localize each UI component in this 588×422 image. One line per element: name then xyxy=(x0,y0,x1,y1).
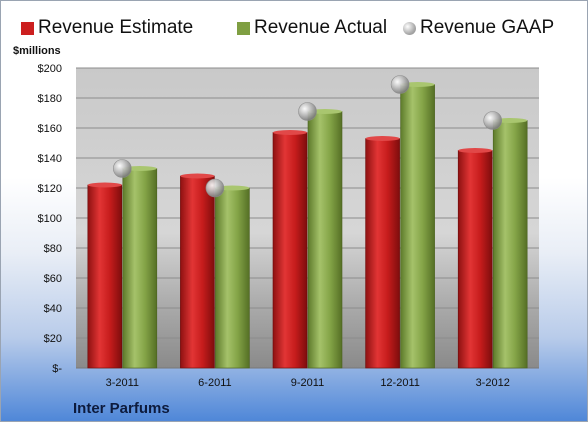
bar-estimate xyxy=(272,132,308,369)
y-tick-label: $140 xyxy=(38,153,62,165)
bar-estimate-cap xyxy=(87,182,122,188)
y-axis-ticks: $- $20 $40 $60 $80 $100 $120 $140 $160 $180 $200 xyxy=(38,63,63,375)
gaap-markers xyxy=(113,75,503,198)
x-tick-label: 3-2012 xyxy=(476,377,510,389)
y-tick-label: $100 xyxy=(38,213,62,225)
bars xyxy=(87,82,528,369)
legend-label-estimate: Revenue Estimate xyxy=(38,17,194,38)
bar-estimate xyxy=(365,138,400,369)
gaap-marker xyxy=(205,178,225,198)
bar-estimate-cap xyxy=(180,173,215,179)
legend-label-actual: Revenue Actual xyxy=(254,17,388,38)
y-tick-label: $- xyxy=(52,363,62,375)
bar-estimate xyxy=(457,150,493,369)
legend-swatch-estimate xyxy=(21,22,34,35)
bar-estimate-cap xyxy=(273,130,307,135)
gaap-marker xyxy=(483,111,503,130)
legend-swatch-gaap xyxy=(403,22,416,35)
bar-actual xyxy=(215,187,250,369)
x-tick-label: 12-2011 xyxy=(380,377,420,389)
y-tick-label: $60 xyxy=(44,273,62,285)
x-tick-label: 3-2011 xyxy=(106,377,139,389)
x-tick-label: 6-2011 xyxy=(198,377,231,389)
gaap-marker xyxy=(390,75,410,94)
x-axis-ticks: 3-2011 6-2011 9-2011 12-2011 3-2012 xyxy=(106,377,510,389)
bar-estimate xyxy=(180,175,215,369)
y-tick-label: $120 xyxy=(38,183,62,195)
legend-label-gaap: Revenue GAAP xyxy=(420,17,555,38)
y-tick-label: $160 xyxy=(38,123,62,135)
bar-estimate xyxy=(87,184,123,369)
x-tick-label: 9-2011 xyxy=(291,377,324,389)
bar-actual xyxy=(400,84,435,369)
gaap-marker xyxy=(298,102,317,121)
company-name: Inter Parfums xyxy=(73,400,170,417)
y-tick-label: $200 xyxy=(38,63,62,75)
revenue-chart: $- $20 $40 $60 $80 $100 $120 $140 $160 $180 $200 3… xyxy=(38,63,539,389)
bar-estimate-cap xyxy=(458,148,493,153)
gaap-marker xyxy=(113,159,132,178)
bar-actual xyxy=(122,168,158,369)
bar-actual xyxy=(492,120,528,369)
legend-swatch-actual xyxy=(237,22,250,35)
legend: Revenue Estimate Revenue Actual Revenue … xyxy=(21,16,581,42)
y-tick-label: $180 xyxy=(38,93,62,105)
y-tick-label: $20 xyxy=(44,333,62,345)
y-tick-label: $40 xyxy=(44,303,62,315)
y-tick-label: $80 xyxy=(44,243,62,255)
bar-estimate-cap xyxy=(365,136,400,141)
y-axis-units: $millions xyxy=(13,45,61,57)
bar-actual xyxy=(307,111,343,369)
